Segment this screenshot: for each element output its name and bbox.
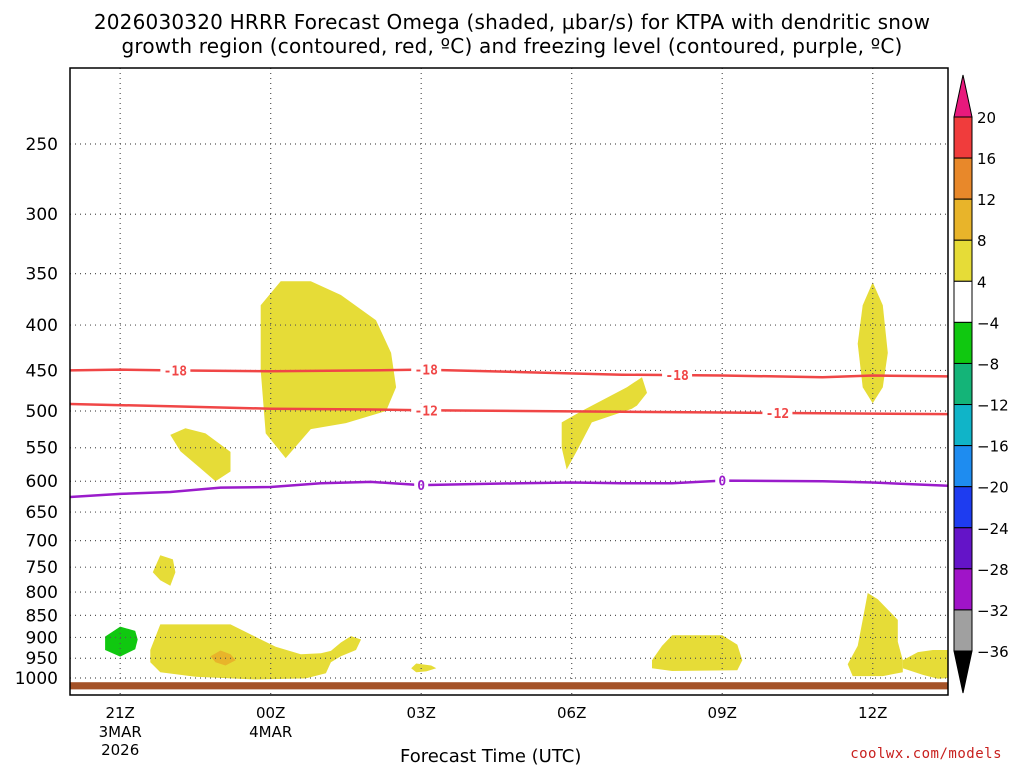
omega-region-11 bbox=[105, 626, 138, 657]
y-tick-label-600: 600 bbox=[26, 472, 58, 492]
contour-dgz-top bbox=[70, 368, 948, 379]
y-tick-label-850: 850 bbox=[26, 606, 58, 626]
colorbar-label-0: 20 bbox=[977, 109, 996, 127]
y-tick-label-300: 300 bbox=[26, 205, 58, 225]
colorbar-label-6: −8 bbox=[977, 355, 999, 373]
credit-link[interactable]: coolwx.com/models bbox=[850, 746, 1002, 762]
colorbar-label-2: 12 bbox=[977, 191, 996, 209]
colorbar-swatch-1 bbox=[953, 157, 973, 200]
colorbar-label-4: 4 bbox=[977, 273, 987, 291]
x-tick-date-00Z: 4MAR bbox=[249, 723, 292, 741]
x-tick-label-21Z: 21Z bbox=[105, 704, 134, 722]
x-tick-label-09Z: 09Z bbox=[708, 704, 737, 722]
y-tick-label-950: 950 bbox=[26, 649, 58, 669]
contour-label-bg-dgz-bottom-0 bbox=[411, 403, 442, 418]
x-tick-label-06Z: 06Z bbox=[557, 704, 586, 722]
colorbar-swatch-2 bbox=[953, 198, 973, 241]
y-tick-label-400: 400 bbox=[26, 316, 58, 336]
omega-region-6 bbox=[411, 663, 437, 673]
contour-label-freezing-level-1: 0 bbox=[718, 475, 726, 490]
colorbar-label-3: 8 bbox=[977, 232, 987, 250]
omega-region-1 bbox=[170, 428, 231, 482]
contour-label-bg-freezing-level-1 bbox=[715, 473, 730, 488]
colorbar-swatch-7 bbox=[953, 404, 973, 447]
colorbar-label-11: −28 bbox=[977, 561, 1009, 579]
omega-region-2 bbox=[561, 377, 647, 470]
colorbar-bottom-arrow bbox=[953, 650, 973, 694]
colorbar-swatch-4 bbox=[953, 280, 973, 323]
y-tick-label-750: 750 bbox=[26, 558, 58, 578]
colorbar-swatch-8 bbox=[953, 445, 973, 488]
contour-label-dgz-bottom-1: -12 bbox=[766, 407, 789, 422]
chart-title-line-2: growth region (contoured, red, ºC) and f… bbox=[121, 34, 903, 58]
plot-area: -18 -18 -18 -12 -12 0 0 bbox=[70, 68, 948, 695]
y-tick-label-550: 550 bbox=[26, 439, 58, 459]
x-tick-year-21Z: 2026 bbox=[101, 741, 139, 759]
colorbar-label-5: −4 bbox=[977, 314, 999, 332]
contour-freezing-level bbox=[70, 479, 948, 499]
colorbar-label-1: 16 bbox=[977, 150, 996, 168]
colorbar-label-9: −20 bbox=[977, 479, 1009, 497]
colorbar-swatch-12 bbox=[953, 609, 973, 652]
colorbar-label-7: −12 bbox=[977, 397, 1009, 415]
omega-region-7 bbox=[652, 635, 743, 671]
contour-label-bg-dgz-top-2 bbox=[662, 368, 693, 383]
colorbar-label-12: −32 bbox=[977, 602, 1009, 620]
y-tick-label-450: 450 bbox=[26, 361, 58, 381]
contour-label-dgz-top-0: -18 bbox=[164, 364, 188, 379]
y-tick-label-500: 500 bbox=[26, 402, 58, 422]
x-tick-date-21Z: 3MAR bbox=[99, 723, 142, 741]
contour-label-bg-dgz-top-0 bbox=[160, 363, 191, 378]
omega-region-9 bbox=[902, 650, 948, 679]
contour-label-bg-dgz-top-1 bbox=[411, 362, 442, 377]
x-axis-label: Forecast Time (UTC) bbox=[400, 746, 582, 767]
colorbar-label-13: −36 bbox=[977, 643, 1009, 661]
omega-region-4 bbox=[152, 555, 176, 586]
omega-region-5 bbox=[150, 624, 361, 680]
x-tick-label-03Z: 03Z bbox=[407, 704, 436, 722]
y-tick-label-1000: 1000 bbox=[15, 669, 58, 689]
y-tick-label-350: 350 bbox=[26, 265, 58, 285]
omega-region-8 bbox=[847, 593, 903, 677]
contour-label-bg-freezing-level-0 bbox=[414, 478, 429, 493]
colorbar-swatch-6 bbox=[953, 362, 973, 406]
contour-dgz-bottom bbox=[70, 402, 948, 416]
colorbar-top-arrow bbox=[953, 74, 973, 118]
contour-label-freezing-level-0: 0 bbox=[417, 479, 425, 494]
colorbar-swatch-9 bbox=[953, 486, 973, 529]
colorbar-label-10: −24 bbox=[977, 520, 1009, 538]
ground-band bbox=[70, 682, 948, 690]
colorbar-label-8: −16 bbox=[977, 438, 1009, 456]
contour-label-bg-dgz-bottom-1 bbox=[762, 405, 793, 420]
contour-label-dgz-top-1: -18 bbox=[414, 364, 438, 379]
contour-label-dgz-bottom-0: -12 bbox=[414, 404, 437, 419]
omega-region-3 bbox=[857, 282, 888, 404]
plot-frame bbox=[69, 67, 949, 696]
colorbar-swatch-10 bbox=[953, 527, 973, 570]
y-tick-label-650: 650 bbox=[26, 503, 58, 523]
omega-region-10 bbox=[210, 650, 236, 666]
x-tick-label-00Z: 00Z bbox=[256, 704, 285, 722]
y-tick-label-800: 800 bbox=[26, 583, 58, 603]
y-tick-label-700: 700 bbox=[26, 532, 58, 552]
colorbar-swatch-3 bbox=[953, 239, 973, 282]
colorbar-swatch-5 bbox=[953, 321, 973, 364]
colorbar-swatch-11 bbox=[953, 568, 973, 611]
contour-label-dgz-top-2: -18 bbox=[665, 369, 689, 384]
colorbar-swatch-0 bbox=[953, 116, 973, 159]
x-tick-label-12Z: 12Z bbox=[858, 704, 887, 722]
y-tick-label-900: 900 bbox=[26, 628, 58, 648]
y-tick-label-250: 250 bbox=[26, 135, 58, 155]
chart-title-line-1: 2026030320 HRRR Forecast Omega (shaded, … bbox=[93, 10, 931, 34]
